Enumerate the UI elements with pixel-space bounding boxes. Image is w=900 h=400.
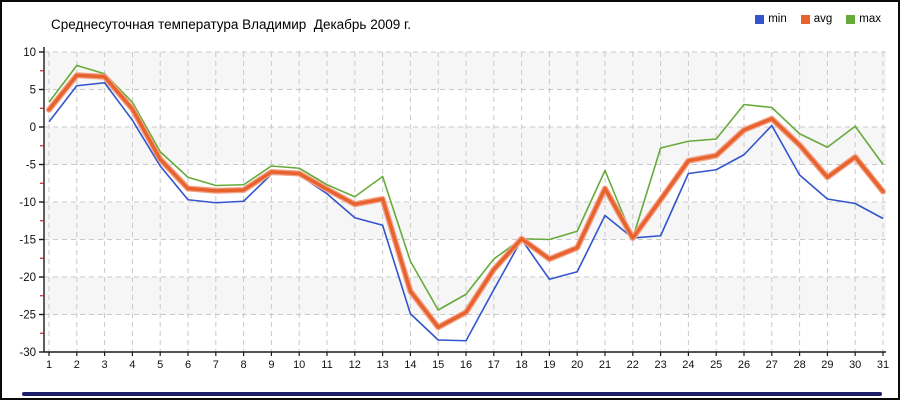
svg-text:24: 24 [682,359,694,371]
svg-text:29: 29 [821,359,833,371]
svg-text:23: 23 [654,359,666,371]
svg-text:5: 5 [30,85,36,97]
svg-text:-5: -5 [26,160,36,172]
series-avg-line [46,72,886,331]
svg-text:16: 16 [460,359,472,371]
svg-text:6: 6 [185,359,191,371]
svg-text:18: 18 [515,359,527,371]
axes [39,47,886,356]
svg-text:17: 17 [488,359,500,371]
y-axis-labels: 10 5 0 -5 -10 -15 -20 -25 -30 [19,47,36,359]
svg-text:30: 30 [849,359,861,371]
svg-text:4: 4 [129,359,135,371]
svg-text:13: 13 [376,359,388,371]
series-max-line [48,64,884,311]
legend-label-min: min [768,13,787,25]
svg-text:5: 5 [157,359,163,371]
svg-text:-20: -20 [19,272,36,284]
plot-bands [44,52,886,315]
svg-text:-10: -10 [19,197,36,209]
svg-text:0: 0 [30,122,36,134]
svg-text:31: 31 [877,359,889,371]
svg-text:11: 11 [321,359,332,371]
legend-item-max[interactable]: max [846,13,881,25]
legend: min avg max [755,13,881,25]
svg-text:26: 26 [738,359,750,371]
x-axis-labels: 1 2 3 4 5 6 7 8 9 10 11 12 13 14 15 16 17 18 19 20 21 22 23 24 2… [46,359,889,371]
svg-text:1: 1 [46,359,52,371]
legend-swatch-avg-icon [800,14,810,24]
legend-item-min[interactable]: min [755,13,787,25]
gridlines [44,51,886,353]
legend-label-avg: avg [813,13,833,25]
svg-text:27: 27 [766,359,778,371]
legend-swatch-min-icon [755,14,765,24]
svg-text:22: 22 [627,359,639,371]
legend-swatch-max-icon [846,14,856,24]
svg-text:2: 2 [74,359,80,371]
svg-text:21: 21 [599,359,611,371]
y-minor-ticks [40,70,44,334]
legend-label-max: max [859,13,881,25]
series-min-line [48,81,884,342]
svg-text:8: 8 [241,359,247,371]
chart-title: Среднесуточная температура Владимир Дека… [51,17,412,32]
svg-text:-15: -15 [19,235,36,247]
svg-text:10: 10 [23,47,36,59]
svg-text:-25: -25 [19,310,36,322]
svg-text:15: 15 [432,359,444,371]
svg-text:20: 20 [571,359,583,371]
svg-text:25: 25 [710,359,722,371]
svg-text:14: 14 [404,359,416,371]
svg-text:12: 12 [349,359,361,371]
svg-text:-30: -30 [19,347,36,359]
svg-text:9: 9 [268,359,274,371]
svg-text:7: 7 [213,359,219,371]
bottom-scrollbar[interactable] [22,392,882,396]
legend-item-avg[interactable]: avg [800,13,833,25]
svg-text:3: 3 [102,359,108,371]
svg-text:10: 10 [293,359,305,371]
svg-text:19: 19 [543,359,555,371]
svg-text:28: 28 [793,359,805,371]
